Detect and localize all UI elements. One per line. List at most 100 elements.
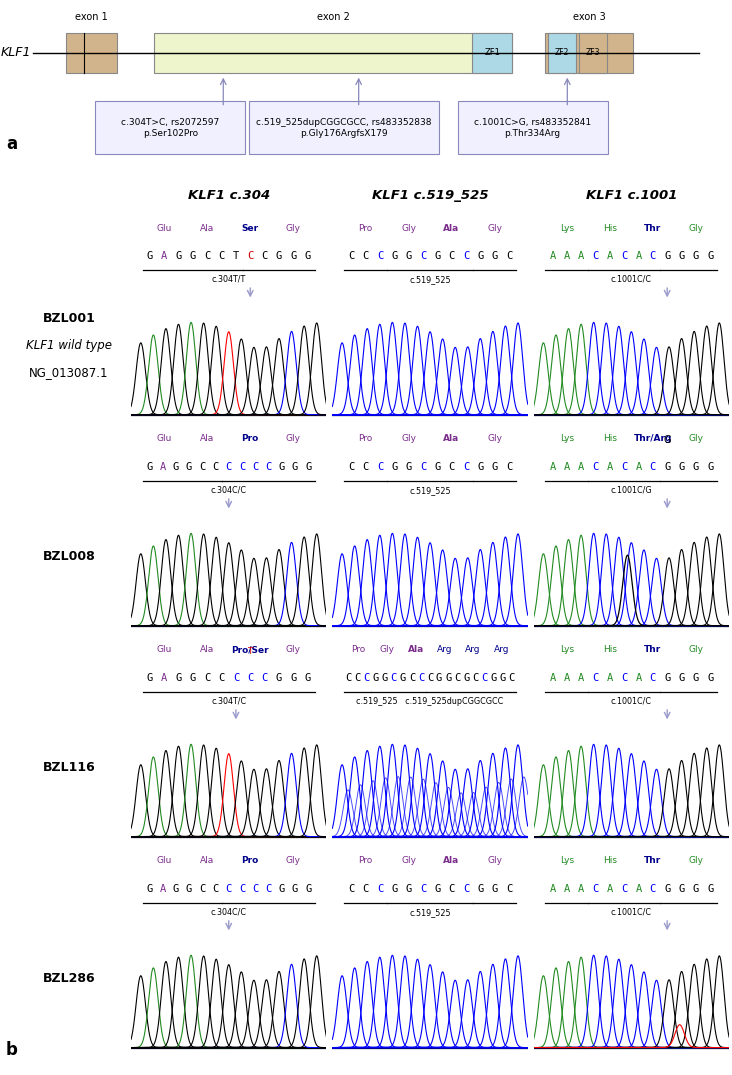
Text: G: G [707, 252, 713, 261]
Text: c.304C/C: c.304C/C [211, 908, 247, 917]
Text: G: G [305, 462, 311, 472]
Text: C: C [225, 885, 232, 894]
Text: G: G [406, 885, 411, 894]
Text: A: A [635, 673, 642, 684]
Text: G: G [707, 462, 713, 472]
Text: C: C [265, 885, 272, 894]
Text: C: C [449, 462, 455, 472]
Text: Gly: Gly [285, 645, 301, 655]
Text: C: C [419, 885, 426, 894]
Text: A: A [564, 885, 570, 894]
Text: C: C [225, 462, 232, 472]
Text: BZL116: BZL116 [42, 761, 95, 774]
Text: G: G [146, 462, 152, 472]
Text: c.304T/C: c.304T/C [212, 697, 246, 706]
Text: KLF1 c.1001: KLF1 c.1001 [586, 189, 677, 202]
Text: His: His [603, 645, 617, 655]
Text: c.304T>C, rs2072597
p.Ser102Pro: c.304T>C, rs2072597 p.Ser102Pro [121, 118, 220, 138]
Text: Gly: Gly [285, 857, 301, 865]
Text: Pro: Pro [359, 857, 373, 865]
FancyBboxPatch shape [472, 32, 512, 73]
Text: C: C [592, 462, 599, 472]
Text: C: C [218, 252, 225, 261]
Text: G: G [434, 462, 441, 472]
Text: BZL001: BZL001 [42, 313, 96, 326]
Text: C: C [348, 252, 354, 261]
Text: c.304C/C: c.304C/C [211, 486, 247, 495]
Text: Thr: Thr [644, 224, 662, 232]
Text: C: C [506, 252, 512, 261]
Text: KLF1: KLF1 [0, 46, 31, 59]
Text: C: C [239, 462, 245, 472]
Text: C: C [481, 673, 488, 684]
Text: C: C [377, 462, 383, 472]
Text: C: C [252, 462, 258, 472]
Text: A: A [550, 462, 556, 472]
Text: Glu: Glu [157, 645, 172, 655]
Text: G: G [391, 462, 397, 472]
Text: Gly: Gly [380, 645, 395, 655]
Text: C: C [592, 885, 599, 894]
Text: A: A [160, 462, 165, 472]
Text: C: C [346, 673, 351, 684]
Text: G: G [477, 252, 483, 261]
Text: G: G [491, 462, 498, 472]
Text: G: G [664, 885, 671, 894]
Text: C: C [592, 673, 599, 684]
Text: G: G [434, 252, 441, 261]
Text: G: G [173, 885, 179, 894]
Text: G: G [692, 462, 699, 472]
Text: G: G [406, 252, 411, 261]
Text: C: C [364, 673, 370, 684]
FancyBboxPatch shape [66, 32, 117, 73]
Text: G: G [679, 462, 684, 472]
Text: G: G [292, 462, 298, 472]
Text: c.1001C/C: c.1001C/C [610, 908, 652, 917]
Text: G: G [692, 673, 699, 684]
Text: C: C [204, 673, 210, 684]
Text: Gly: Gly [688, 224, 703, 232]
Text: Pro: Pro [359, 224, 373, 232]
Text: G: G [190, 252, 196, 261]
Text: G: G [707, 885, 713, 894]
Text: G: G [436, 673, 442, 684]
Text: exon 1: exon 1 [75, 12, 108, 22]
Text: C: C [592, 252, 599, 261]
Text: Thr/Arg: Thr/Arg [634, 434, 672, 444]
Text: G: G [381, 673, 388, 684]
Text: Thr: Thr [644, 645, 662, 655]
Text: Gly: Gly [285, 434, 301, 444]
Text: Gly: Gly [688, 857, 703, 865]
Text: Gly: Gly [285, 224, 301, 232]
Text: A: A [160, 885, 165, 894]
Text: c.519_525: c.519_525 [409, 275, 451, 284]
Text: G: G [400, 673, 406, 684]
Text: G: G [491, 252, 498, 261]
Text: C: C [650, 462, 656, 472]
Text: His: His [603, 434, 617, 444]
Text: G: G [499, 673, 506, 684]
Text: C: C [199, 462, 206, 472]
Text: Gly: Gly [487, 434, 502, 444]
Text: C: C [621, 885, 627, 894]
Text: C: C [252, 885, 258, 894]
Text: NG_013087.1: NG_013087.1 [29, 367, 109, 379]
Text: C: C [427, 673, 433, 684]
Text: c.1001C/C: c.1001C/C [610, 275, 652, 284]
Text: G: G [692, 252, 699, 261]
Text: C: C [362, 885, 369, 894]
Text: G: G [305, 885, 311, 894]
Text: G: G [292, 885, 298, 894]
Text: G: G [173, 462, 179, 472]
Text: G: G [290, 252, 296, 261]
Text: ZF2: ZF2 [555, 48, 569, 57]
Text: Ala: Ala [408, 645, 424, 655]
Text: c.519_525: c.519_525 [409, 486, 451, 495]
Text: A: A [161, 673, 168, 684]
Text: Ser: Ser [242, 224, 259, 232]
Text: C: C [247, 673, 253, 684]
Text: G: G [391, 885, 397, 894]
Text: c.519_525   c.519_525dupCGGCGCC: c.519_525 c.519_525dupCGGCGCC [356, 697, 504, 706]
Text: exon 3: exon 3 [573, 12, 605, 22]
Text: c.519_525dupCGGCGCC, rs483352838
p.Gly176ArgfsX179: c.519_525dupCGGCGCC, rs483352838 p.Gly17… [256, 118, 432, 138]
